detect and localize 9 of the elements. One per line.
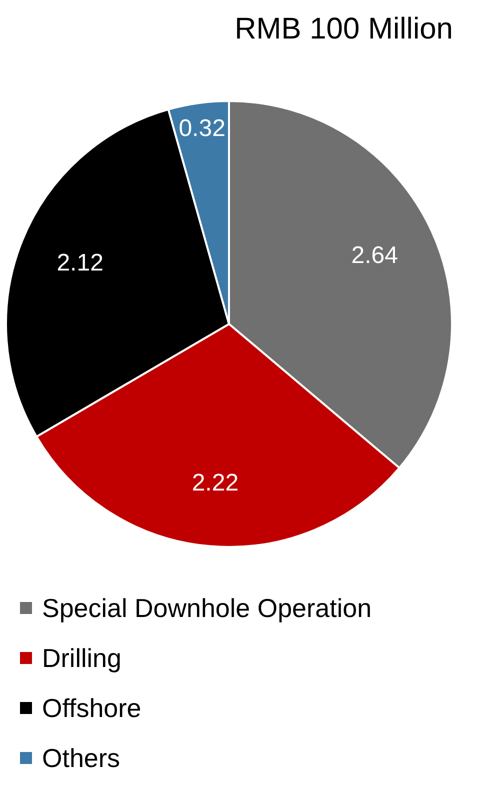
legend-label: Offshore	[42, 692, 142, 724]
legend-label: Others	[42, 742, 120, 774]
data-label: 0.32	[178, 115, 226, 142]
legend-label: Special Downhole Operation	[42, 592, 372, 624]
data-label: 2.64	[351, 242, 398, 270]
data-label: 2.12	[56, 250, 104, 277]
data-label: 2.22	[192, 470, 239, 497]
legend-label: Drilling	[42, 642, 122, 674]
chart-title: RMB 100 Million	[234, 12, 453, 46]
